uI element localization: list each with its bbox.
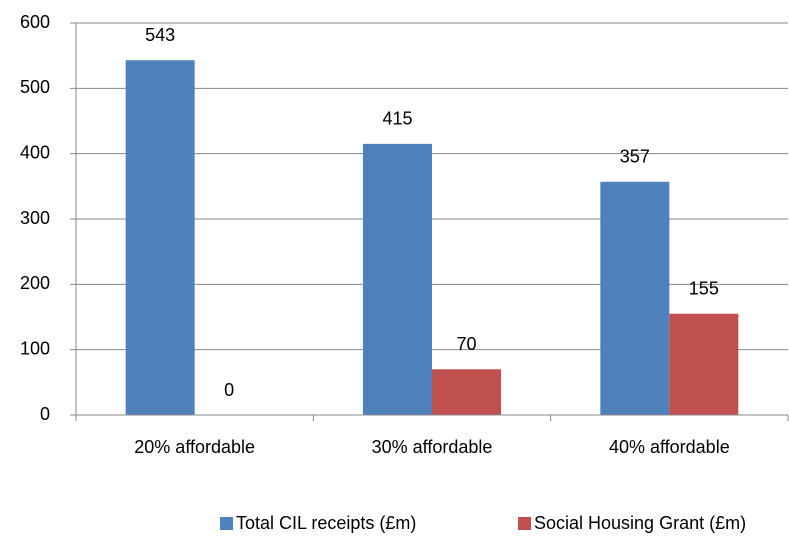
legend-swatch — [518, 517, 531, 530]
data-label: 415 — [382, 109, 412, 129]
data-label: 155 — [689, 278, 719, 298]
y-tick-label: 0 — [40, 404, 50, 424]
x-tick-label: 20% affordable — [134, 437, 255, 457]
x-tick-label: 30% affordable — [372, 437, 493, 457]
data-label: 543 — [145, 25, 175, 45]
legend-swatch — [220, 517, 233, 530]
bar — [669, 313, 739, 415]
data-label: 357 — [620, 147, 650, 167]
y-tick-label: 400 — [20, 142, 50, 162]
y-tick-label: 300 — [20, 208, 50, 228]
y-tick-label: 500 — [20, 77, 50, 97]
bar — [363, 143, 432, 415]
bar — [125, 60, 195, 416]
legend-label: Social Housing Grant (£m) — [534, 513, 746, 533]
legend-label: Total CIL receipts (£m) — [236, 513, 416, 533]
y-tick-label: 100 — [20, 338, 50, 358]
data-label: 70 — [456, 334, 476, 354]
bar — [432, 369, 501, 415]
y-tick-label: 200 — [20, 273, 50, 293]
bar — [600, 181, 670, 415]
y-tick-label: 600 — [20, 12, 50, 32]
data-label: 0 — [224, 380, 234, 400]
x-tick-label: 40% affordable — [609, 437, 730, 457]
